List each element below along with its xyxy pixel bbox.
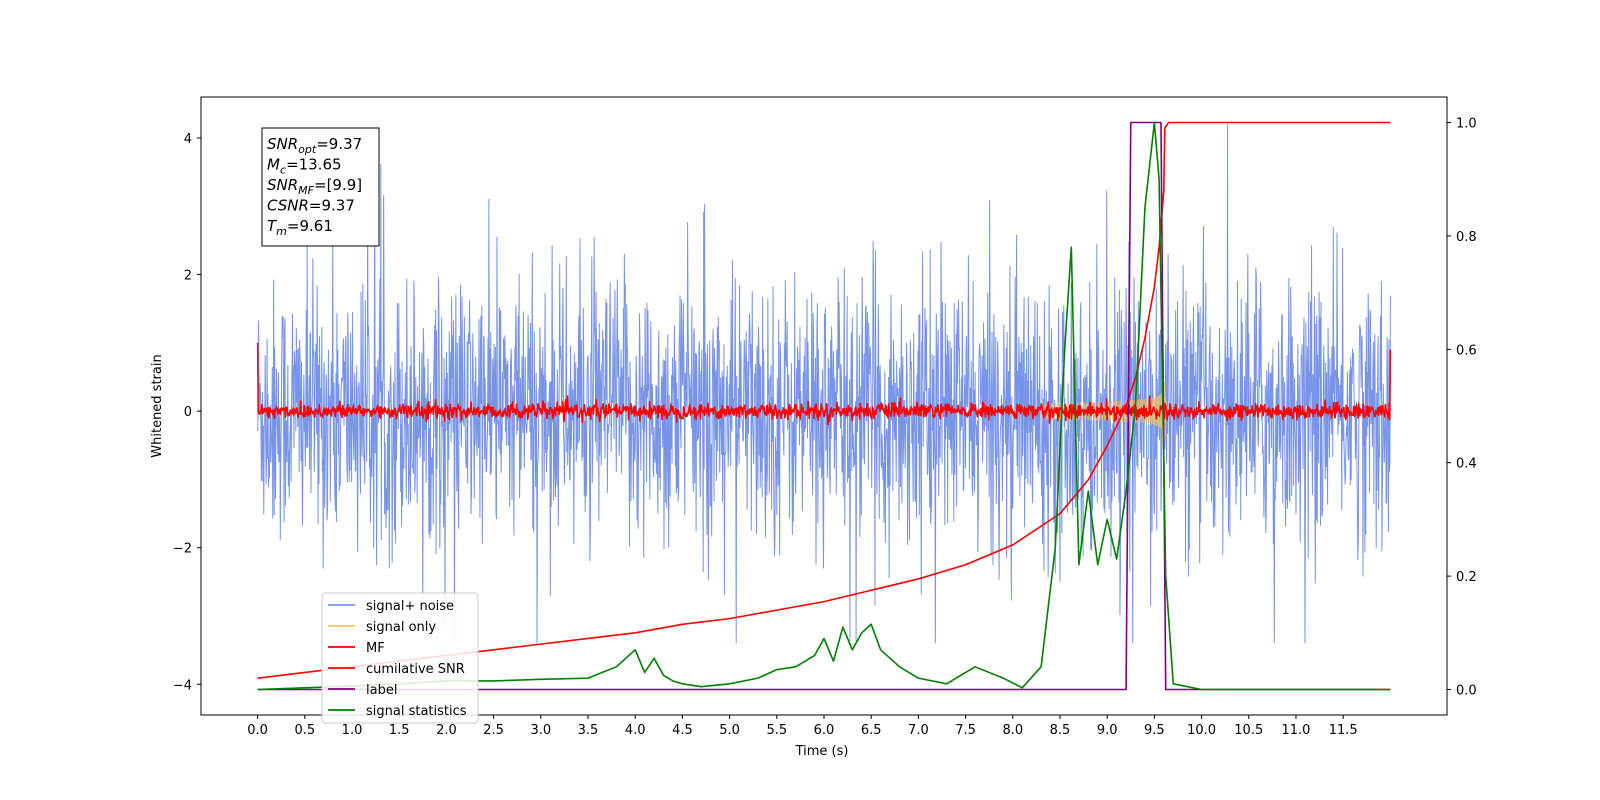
ticks: 0.0 0.5 1.0 1.5 2.0 2.5 3.0 3.5 4.0 4.5 5.0 5.5 6.0 6… <box>173 117 1477 738</box>
y2-tick-label: 0.4 <box>1456 457 1477 472</box>
annotation-subscript: MF <box>298 184 314 197</box>
x-tick-label: 3.5 <box>578 723 599 738</box>
x-tick-label: 9.5 <box>1144 723 1165 738</box>
x-tick-label: 7.0 <box>908 723 929 738</box>
annotation-symbol: SNR <box>267 176 298 194</box>
legend-label: cumilative SNR <box>366 662 465 677</box>
annotation-value: =[9.9] <box>314 176 362 194</box>
annotation-subscript: m <box>276 225 287 238</box>
x-tick-label: 1.0 <box>342 723 363 738</box>
annotation-lines: SNRopt=9.37 Mc=13.65 SNRMF=[9.9] CSNR=9.37 T… <box>267 135 362 238</box>
legend-label: label <box>366 683 397 698</box>
annotation-symbol: M <box>267 156 280 174</box>
series-mf <box>256 342 1392 426</box>
x-tick-label: 0.0 <box>247 723 268 738</box>
y-tick-label: 2 <box>184 269 192 284</box>
x-tick-label: 4.5 <box>672 723 693 738</box>
y2-tick-label: 0.8 <box>1456 230 1477 245</box>
annotation-value: =13.65 <box>286 156 342 174</box>
y-axis-title: Whitened strain <box>150 354 165 457</box>
legend-label: MF <box>366 641 385 656</box>
annotation-symbol: SNR <box>267 135 298 153</box>
annotation-value: =9.37 <box>309 197 355 215</box>
y-tick-label: −4 <box>173 678 192 693</box>
annotation-subscript: c <box>280 164 286 177</box>
x-tick-label: 10.0 <box>1187 723 1216 738</box>
x-tick-label: 0.5 <box>294 723 315 738</box>
legend-frame <box>321 592 479 724</box>
x-tick-label: 3.0 <box>530 723 551 738</box>
annotation-value: =9.37 <box>316 135 362 153</box>
series-signal-statistics <box>257 121 1391 691</box>
x-tick-label: 2.0 <box>436 723 457 738</box>
x-tick-label: 11.0 <box>1281 723 1310 738</box>
annotation-frame <box>261 127 380 247</box>
x-tick-label: 7.5 <box>955 723 976 738</box>
annotation-value: =9.61 <box>287 217 333 235</box>
x-axis-title: Time (s) <box>795 744 849 759</box>
annotation-symbol: CSNR <box>267 197 309 215</box>
legend: signal+ noise signal only MF cumilative SNR… <box>321 592 479 724</box>
x-tick-label: 10.5 <box>1234 723 1263 738</box>
x-tick-label: 8.0 <box>1002 723 1023 738</box>
x-tick-label: 5.0 <box>719 723 740 738</box>
legend-label: signal statistics <box>366 704 467 719</box>
y2-tick-label: 0.2 <box>1456 570 1477 585</box>
y-tick-label: 0 <box>184 405 192 420</box>
x-tick-label: 9.0 <box>1097 723 1118 738</box>
y2-tick-label: 1.0 <box>1456 117 1477 132</box>
y2-tick-label: 0.6 <box>1456 343 1477 358</box>
x-tick-label: 8.5 <box>1050 723 1071 738</box>
x-tick-label: 4.0 <box>625 723 646 738</box>
x-tick-label: 6.0 <box>814 723 835 738</box>
annotation-subscript: opt <box>298 143 317 156</box>
x-tick-label: 2.5 <box>483 723 504 738</box>
x-tick-label: 1.5 <box>389 723 410 738</box>
y-tick-label: −2 <box>173 542 192 557</box>
legend-label: signal+ noise <box>366 599 454 614</box>
y2-tick-label: 0.0 <box>1456 683 1477 698</box>
y-tick-label: 4 <box>184 132 192 147</box>
x-tick-label: 5.5 <box>766 723 787 738</box>
x-tick-label: 11.5 <box>1329 723 1358 738</box>
x-tick-label: 6.5 <box>861 723 882 738</box>
series-signal-noise <box>257 124 1391 644</box>
annotation-symbol: T <box>267 217 278 235</box>
legend-label: signal only <box>366 620 436 635</box>
stats-annotation: SNRopt=9.37 Mc=13.65 SNRMF=[9.9] CSNR=9.37 T… <box>261 127 380 247</box>
